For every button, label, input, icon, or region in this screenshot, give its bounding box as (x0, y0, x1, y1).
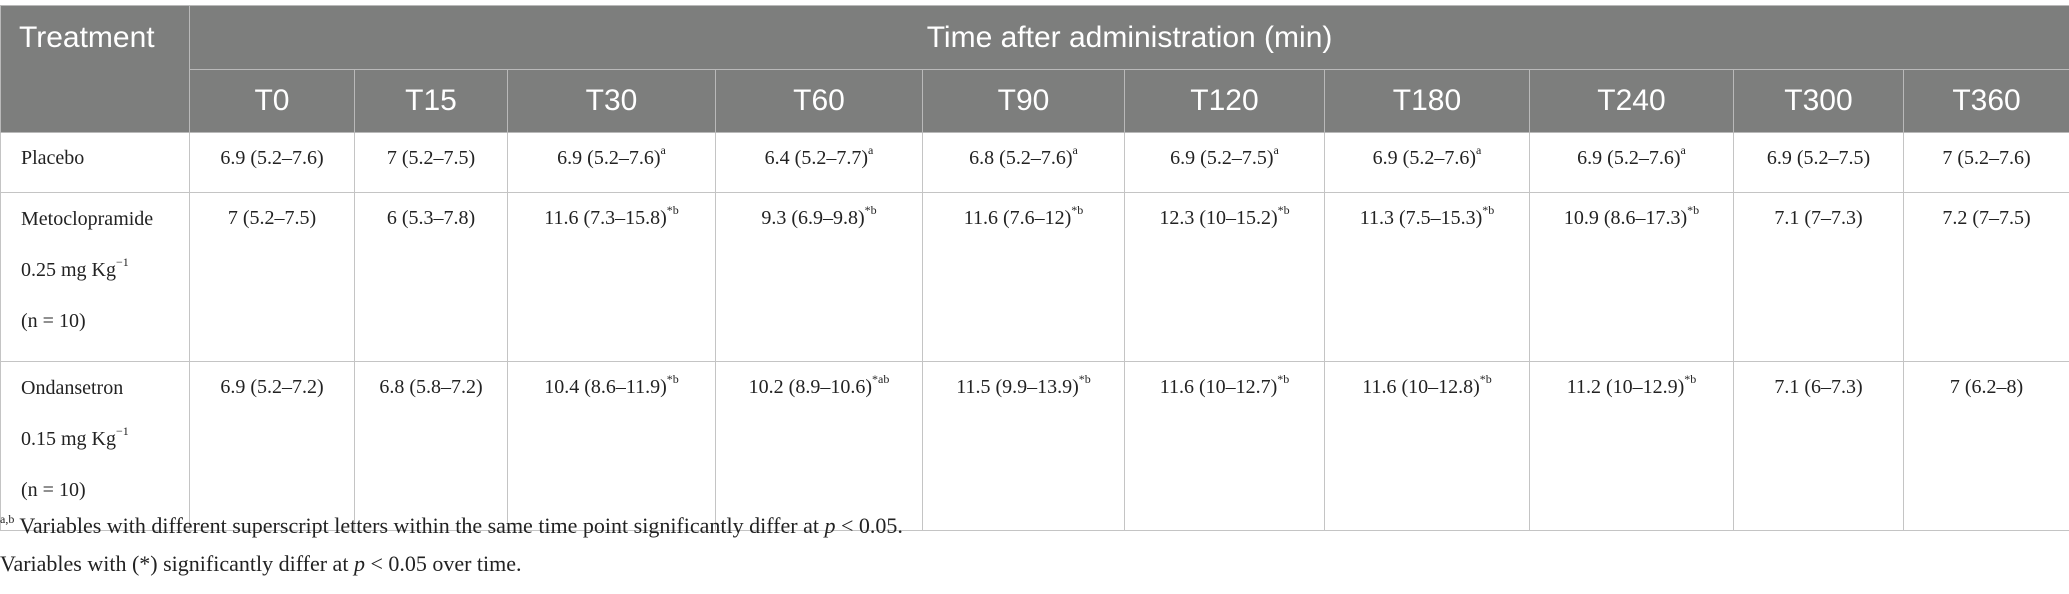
table-cell: 9.3 (6.9–9.8)*b (715, 192, 923, 362)
treatment-header: Treatment (0, 5, 190, 133)
table-cell: 11.6 (7.3–15.8)*b (507, 192, 716, 362)
time-header: T300 (1733, 69, 1904, 133)
treatment-name-line: Placebo (21, 147, 85, 169)
treatment-name: Placebo (0, 132, 190, 193)
time-header: T180 (1324, 69, 1530, 133)
table-cell: 6.9 (5.2–7.6)a (507, 132, 716, 193)
time-header: T60 (715, 69, 923, 133)
results-table-container: Treatment Time after administration (min… (0, 5, 2069, 531)
table-cell: 10.9 (8.6–17.3)*b (1529, 192, 1734, 362)
table-row: Placebo 6.9 (5.2–7.6) 7 (5.2–7.5) 6.9 (5… (0, 132, 2069, 193)
table-cell: 7 (6.2–8) (1902, 361, 2069, 531)
table-row: Metoclopramide 0.25 mg Kg−1 (n = 10) 7 (… (0, 192, 2069, 362)
table-cell: 6.9 (5.2–7.6)a (1324, 132, 1530, 193)
table-cell: 11.2 (10–12.9)*b (1529, 361, 1734, 531)
results-table: Treatment Time after administration (min… (0, 5, 2069, 531)
footnote-asterisk: Variables with (*) significantly differ … (0, 551, 522, 576)
table-cell: 7 (5.2–7.5) (354, 132, 508, 193)
table-cell: 10.4 (8.6–11.9)*b (507, 361, 716, 531)
treatment-name: Ondansetron 0.15 mg Kg−1 (n = 10) (0, 361, 190, 531)
table-cell: 6.9 (5.2–7.2) (189, 361, 355, 531)
table-cell: 11.6 (7.6–12)*b (922, 192, 1125, 362)
table-cell: 11.3 (7.5–15.3)*b (1324, 192, 1530, 362)
table-cell: 6.4 (5.2–7.7)a (715, 132, 923, 193)
table-cell: 11.6 (10–12.8)*b (1324, 361, 1530, 531)
treatment-name-line: Ondansetron (21, 377, 124, 399)
time-header: T240 (1529, 69, 1734, 133)
treatment-n-line: (n = 10) (21, 479, 86, 501)
table-cell: 6 (5.3–7.8) (354, 192, 508, 362)
table-cell: 7 (5.2–7.6) (1902, 132, 2069, 193)
treatment-n-line: (n = 10) (21, 310, 86, 332)
time-header: T90 (922, 69, 1125, 133)
table-cell: 6.9 (5.2–7.5)a (1124, 132, 1325, 193)
table-cell: 6.8 (5.2–7.6)a (922, 132, 1125, 193)
table-cell: 6.9 (5.2–7.6)a (1529, 132, 1734, 193)
treatment-name: Metoclopramide 0.25 mg Kg−1 (n = 10) (0, 192, 190, 362)
time-header-row: T0 T15 T30 T60 T90 T120 T180 T240 T300 T… (1, 69, 2069, 133)
table-cell: 11.6 (10–12.7)*b (1124, 361, 1325, 531)
time-span-header: Time after administration (min) (188, 5, 2069, 70)
table-cell: 7.2 (7–7.5) (1902, 192, 2069, 362)
footnote-ab: a,b Variables with different superscript… (0, 511, 903, 538)
treatment-name-line: Metoclopramide (21, 208, 154, 230)
table-cell: 7.1 (7–7.3) (1733, 192, 1904, 362)
time-header: T15 (354, 69, 508, 133)
treatment-dose-line: 0.25 mg Kg−1 (21, 255, 129, 281)
time-header: T120 (1124, 69, 1325, 133)
time-header: T0 (189, 69, 355, 133)
table-cell: 7 (5.2–7.5) (189, 192, 355, 362)
table-cell: 11.5 (9.9–13.9)*b (922, 361, 1125, 531)
table-cell: 6.8 (5.8–7.2) (354, 361, 508, 531)
table-footnotes: a,b Variables with different superscript… (0, 513, 903, 589)
table-cell: 6.9 (5.2–7.5) (1733, 132, 1904, 193)
table-cell: 7.1 (6–7.3) (1733, 361, 1904, 531)
table-cell: 6.9 (5.2–7.6) (189, 132, 355, 193)
treatment-dose-line: 0.15 mg Kg−1 (21, 424, 129, 450)
table-cell: 12.3 (10–15.2)*b (1124, 192, 1325, 362)
table-row: Ondansetron 0.15 mg Kg−1 (n = 10) 6.9 (5… (0, 361, 2069, 531)
time-header: T30 (507, 69, 716, 133)
table-cell: 10.2 (8.9–10.6)*ab (715, 361, 923, 531)
time-header: T360 (1902, 69, 2069, 133)
